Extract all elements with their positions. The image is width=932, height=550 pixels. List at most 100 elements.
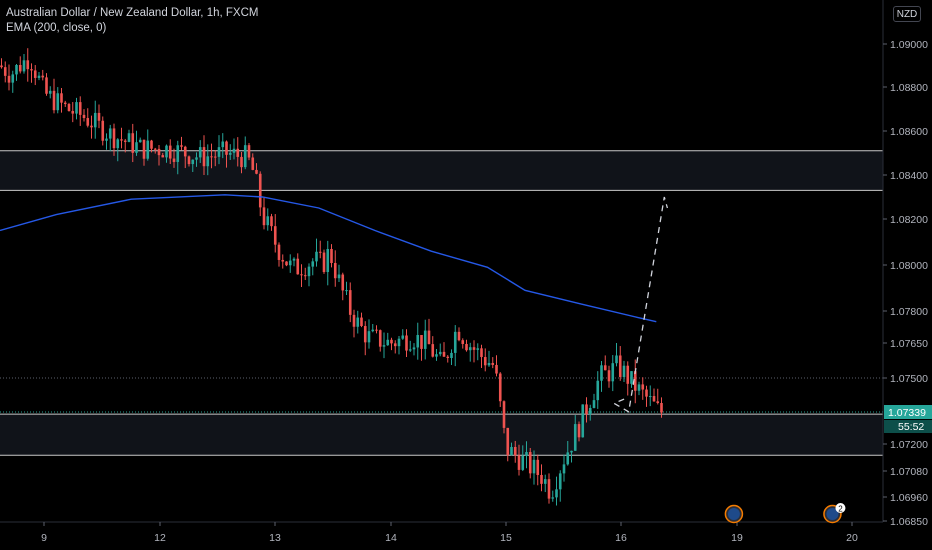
ema-indicator-label[interactable]: EMA (200, close, 0) [6,22,107,34]
candle-2-body [7,75,11,83]
candle-111-body [416,334,420,348]
candle-89-body [333,262,337,279]
candle-88-body [330,248,333,263]
candle-76-body [285,261,288,266]
candle-57-body [213,156,217,158]
zone-2-fill [0,414,883,456]
candle-55-body [206,156,210,167]
candle-39-body [146,140,150,159]
candle-24-body [90,125,93,128]
candle-106-body [397,338,401,347]
ema-line [0,194,657,323]
candle-64-body [240,156,243,168]
candle-102-body [382,345,386,347]
price-axis[interactable]: 1.09000 1.08800 1.08600 1.08400 1.08200 1.080… [883,39,932,528]
candle-61-body [228,152,232,155]
flag-icon [826,508,839,520]
candle-137-body [513,446,517,456]
candle-65-body [243,145,247,168]
candle-1-body [3,67,7,76]
candle-110-body [412,347,416,350]
candle-54-body [202,147,206,167]
candle-166-body [622,365,626,377]
x-tick-label-7: 20 [846,532,858,544]
candle-164-body [615,355,618,364]
candle-119-body [446,356,450,358]
candle-125-body [468,347,472,351]
ema-layer [0,194,657,323]
candle-142-body [532,459,536,474]
candle-40-body [150,140,153,149]
candle-95-body [356,317,360,327]
candle-118-body [442,351,446,357]
countdown-label: 55:52 [898,421,924,433]
candle-8-body [30,69,33,71]
candle-68-body [255,169,258,174]
candle-6-body [22,60,26,72]
event-flag-1[interactable] [724,504,744,524]
candle-120-body [450,352,453,358]
y-tick-label-0: 1.09000 [890,39,928,51]
last-price-tag-bg [884,405,932,419]
candle-36-body [135,142,138,153]
candle-107-body [401,335,405,339]
candle-70-body [262,207,266,226]
candle-25-body [93,112,97,128]
y-tick-label-8: 1.07500 [890,373,928,385]
candle-155-body [581,404,585,438]
candle-59-body [221,141,225,148]
candle-56-body [210,156,213,158]
x-tick-label-0: 9 [41,532,47,544]
last-price-label: 1.07339 [888,407,926,419]
levels-layer [0,377,883,413]
candle-34-body [127,133,131,142]
symbol-title[interactable]: Australian Dollar / New Zealand Dollar, … [6,7,259,19]
candle-66-body [247,145,251,158]
candle-87-body [326,248,330,273]
candle-58-body [217,147,221,157]
candle-147-body [551,497,555,499]
candle-48-body [180,145,183,147]
candle-139-body [521,455,525,470]
y-tick-label-13: 1.06850 [890,516,928,528]
time-axis[interactable]: 9 12 13 14 15 16 19 20 [41,522,858,544]
candle-67-body [251,157,255,170]
candle-60-body [225,141,228,155]
candle-74-body [277,244,281,260]
y-tick-label-10: 1.07200 [890,439,928,451]
candle-121-body [453,331,457,353]
candles-layer [0,48,663,506]
candle-98-body [367,331,371,343]
candle-16-body [60,93,63,103]
candle-169-body [633,371,637,391]
candle-129-body [483,357,487,366]
candle-162-body [607,370,611,382]
candle-73-body [273,226,277,245]
candle-62-body [232,148,236,153]
candle-99-body [371,329,375,332]
candle-30-body [112,128,116,149]
candle-26-body [97,112,101,121]
candle-115-body [431,344,435,357]
candle-171-body [641,384,645,390]
currency-button[interactable]: NZD [893,6,921,22]
candle-32-body [120,139,123,141]
candle-113-body [423,330,427,349]
candle-15-body [56,93,60,111]
candle-161-body [603,365,607,371]
candle-159-body [596,380,600,401]
candle-0-body [0,65,3,68]
candle-38-body [142,139,146,159]
candle-22-body [82,114,86,119]
candle-51-body [191,159,195,165]
candle-100-body [375,329,378,331]
candle-165-body [618,355,622,377]
candle-141-body [528,452,532,474]
candle-12-body [45,77,48,94]
candle-176-body [660,403,663,413]
candle-153-body [573,424,577,451]
event-flag-2[interactable]: 2 [823,503,846,524]
candle-78-body [292,258,296,261]
candle-31-body [116,139,120,149]
